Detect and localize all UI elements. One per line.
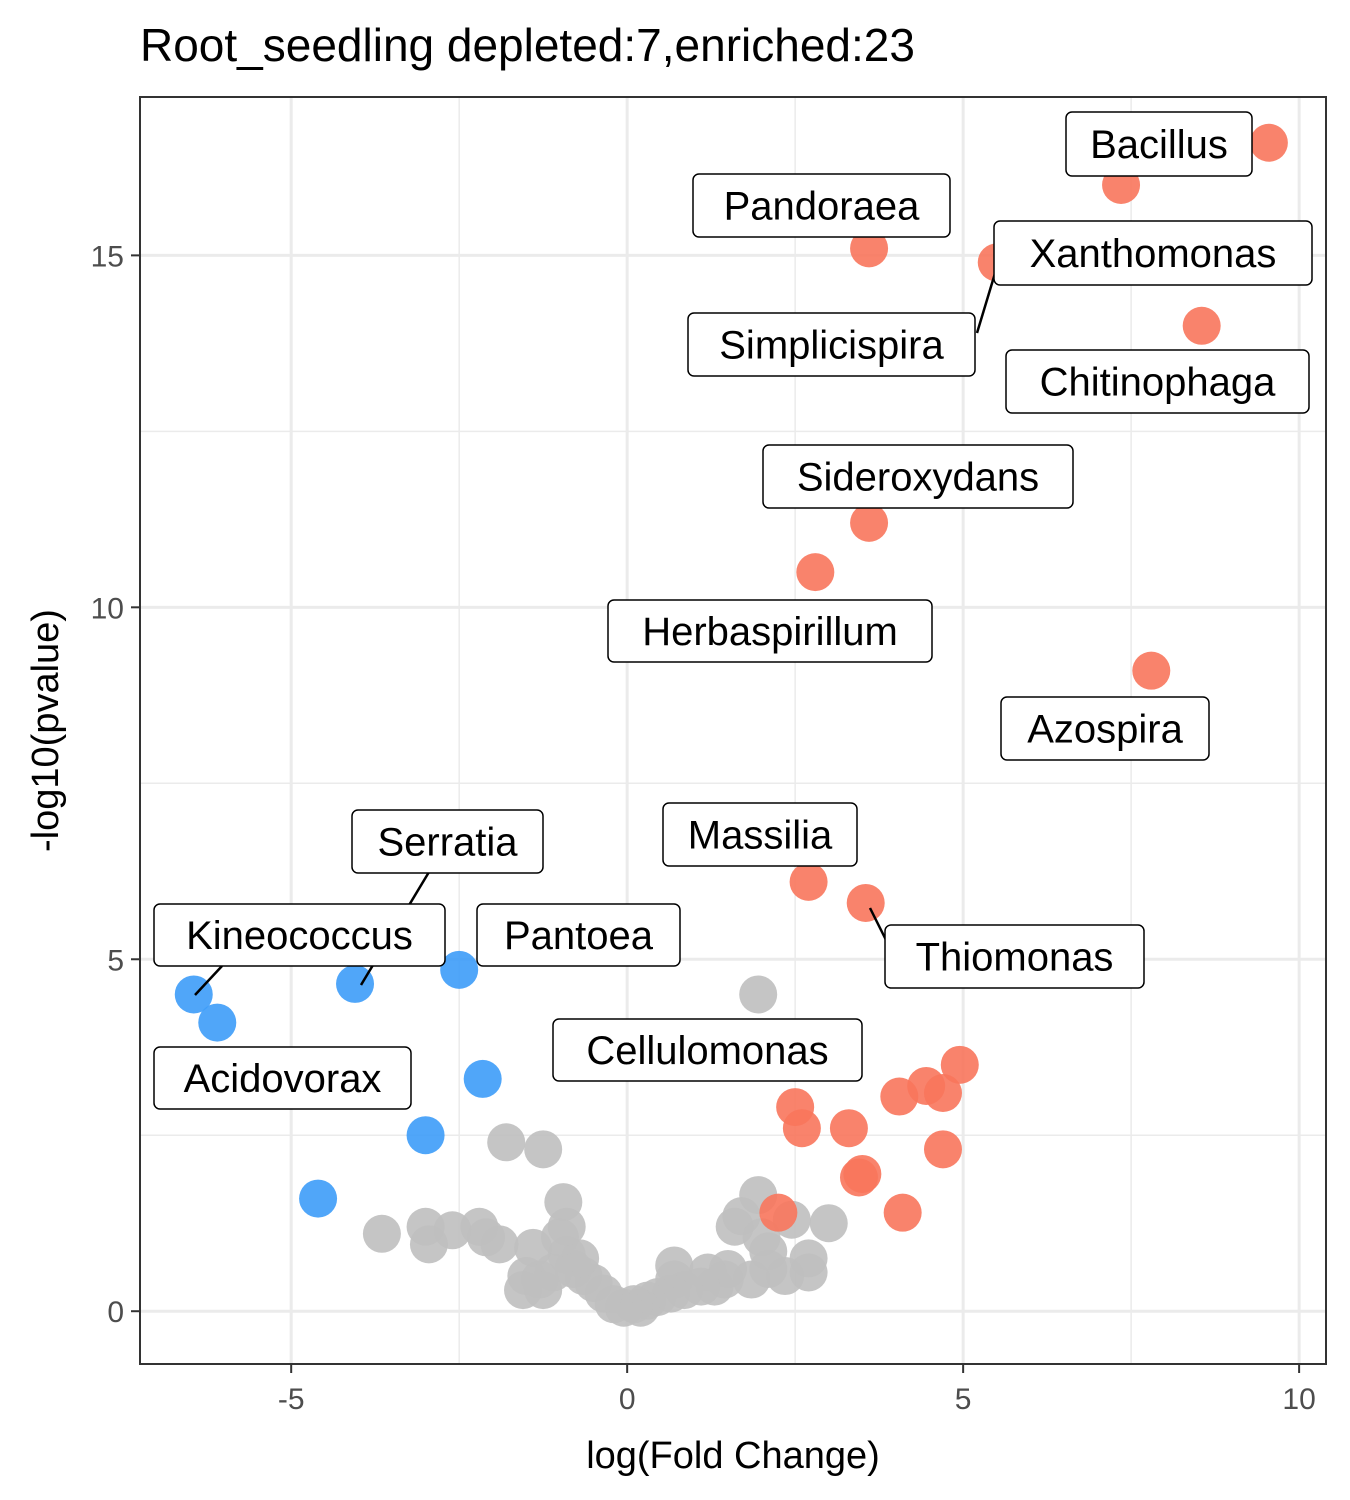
data-point: [336, 964, 375, 1003]
point-label: Pantoea: [504, 914, 654, 958]
y-tick-label: 5: [107, 944, 124, 977]
data-point: [843, 1154, 882, 1193]
point-label-box: [1000, 696, 1210, 761]
y-tick-label: 0: [107, 1296, 124, 1329]
data-point: [850, 503, 889, 542]
point-label-box: [1005, 349, 1310, 414]
point-label-box: [993, 220, 1313, 286]
data-point: [880, 1077, 919, 1116]
data-point: [299, 1179, 338, 1218]
data-point: [1182, 306, 1221, 345]
x-axis-title: log(Fold Change): [586, 1435, 880, 1477]
point-label: Herbaspirillum: [642, 610, 898, 654]
point-label-box: [884, 924, 1145, 989]
point-label-box: [692, 173, 951, 238]
label-layer: Bacillus Pandoraea Xanthomonas Simplicispir…: [153, 111, 1313, 1110]
grid-layer: [140, 97, 1326, 1364]
data-point: [923, 1130, 962, 1169]
point-label: Bacillus: [1090, 123, 1228, 167]
point-label: Chitinophaga: [1040, 361, 1276, 405]
point-label: Xanthomonas: [1030, 232, 1277, 276]
y-axis-title: -log10(pvalue): [25, 609, 67, 852]
x-tick-label: 5: [955, 1383, 972, 1416]
point-label: Sideroxydans: [797, 456, 1039, 500]
point-label-box: [1065, 111, 1253, 177]
point-label-box: [153, 1046, 412, 1110]
label-leader-line: [868, 907, 888, 941]
data-point: [940, 1045, 979, 1084]
data-point: [846, 883, 885, 922]
y-tick-label: 15: [91, 240, 124, 273]
x-tick-label: 0: [619, 1383, 636, 1416]
label-leader-line: [975, 269, 998, 334]
panel-border: [139, 96, 1327, 1365]
data-point: [829, 1109, 868, 1148]
point-layer: [174, 123, 1288, 1327]
point-label: Serratia: [377, 821, 518, 865]
data-point: [782, 1109, 821, 1148]
data-point: [406, 1116, 445, 1155]
data-point: [524, 1130, 563, 1169]
data-point: [463, 1059, 502, 1098]
chart-title: Root_seedling depleted:7,enriched:23: [140, 19, 915, 71]
point-label-box: [351, 809, 544, 874]
point-label: Kineococcus: [186, 914, 413, 958]
data-point: [198, 1003, 237, 1042]
data-point: [789, 862, 828, 901]
x-tick-label: -5: [278, 1383, 305, 1416]
data-point: [524, 1271, 563, 1310]
point-label: Simplicispira: [719, 324, 944, 368]
data-point: [883, 1193, 922, 1232]
point-label-box: [153, 903, 446, 967]
point-label: Pandoraea: [724, 185, 920, 229]
point-label-box: [607, 599, 933, 663]
data-point: [759, 1193, 798, 1232]
data-point: [1132, 651, 1171, 690]
label-leader-line: [194, 965, 223, 996]
data-point: [809, 1204, 848, 1243]
data-point: [796, 553, 835, 592]
point-label-box: [762, 444, 1074, 509]
data-point: [362, 1214, 401, 1253]
y-tick-label: 10: [91, 592, 124, 625]
point-label-box: [476, 903, 681, 967]
data-point: [440, 950, 479, 989]
data-point: [544, 1183, 583, 1222]
data-point: [409, 1225, 448, 1264]
x-tick-label: 10: [1282, 1383, 1315, 1416]
point-label: Massilia: [688, 814, 833, 858]
point-label-box: [552, 1018, 863, 1082]
data-point: [923, 1074, 962, 1113]
point-label-box: [687, 312, 976, 377]
data-point: [487, 1123, 526, 1162]
point-label: Azospira: [1027, 708, 1183, 752]
point-label: Cellulomonas: [586, 1029, 828, 1073]
point-label: Thiomonas: [916, 936, 1114, 980]
data-point: [739, 975, 778, 1014]
point-label-box: [662, 802, 858, 867]
axis-layer: -5 0 5 10 0 5 10 15 log(Fold Change) -log10(pvalu…: [25, 240, 1316, 1477]
point-label: Acidovorax: [184, 1057, 382, 1101]
data-point: [1249, 123, 1288, 162]
data-point: [850, 229, 889, 268]
